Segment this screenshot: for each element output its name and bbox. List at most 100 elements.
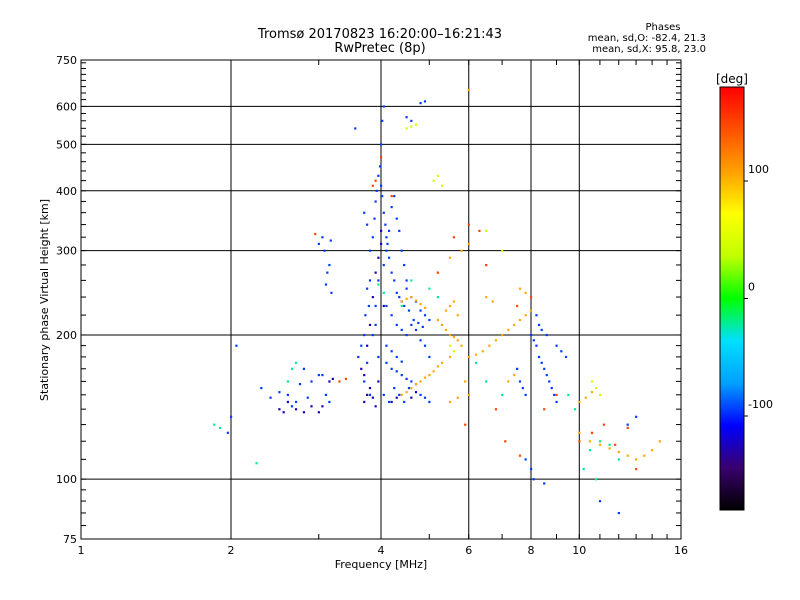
data-point: [524, 314, 527, 317]
data-point: [578, 400, 581, 404]
data-point: [385, 344, 388, 347]
data-point: [414, 299, 418, 302]
data-point: [428, 355, 431, 359]
data-point: [584, 396, 587, 399]
phase-line-o: mean, sd,O: -82.4, 21.3: [587, 33, 706, 44]
data-point: [286, 393, 289, 397]
data-point: [524, 393, 527, 397]
data-point: [374, 271, 377, 274]
x-axis-ticks: 1 2 4 6 8 10 16: [78, 60, 688, 557]
data-point: [578, 440, 581, 443]
data-point: [357, 355, 360, 359]
data-point: [260, 386, 263, 390]
data-point: [456, 396, 459, 399]
data-point: [400, 300, 403, 303]
data-point: [310, 405, 313, 408]
y-tick-label: 100: [56, 473, 77, 486]
data-point: [494, 408, 498, 411]
data-point: [368, 393, 372, 397]
data-point: [444, 328, 448, 332]
data-point: [375, 189, 378, 192]
data-point: [386, 242, 389, 245]
data-point: [398, 229, 401, 232]
data-point: [436, 365, 439, 368]
data-point: [405, 279, 408, 282]
data-point: [278, 391, 281, 394]
data-point: [290, 367, 294, 370]
data-point: [423, 306, 427, 309]
data-point: [235, 344, 238, 347]
data-point: [485, 229, 488, 232]
data-point: [321, 236, 324, 239]
data-point: [390, 400, 393, 404]
data-point: [317, 411, 320, 414]
data-point: [382, 105, 385, 108]
data-point: [507, 380, 510, 383]
data-point: [467, 355, 470, 359]
data-point: [390, 350, 393, 353]
data-point: [371, 236, 374, 239]
data-point: [545, 333, 548, 337]
data-point: [608, 447, 611, 450]
data-point: [385, 249, 388, 252]
data-point: [398, 296, 401, 299]
data-point: [363, 400, 366, 404]
data-point: [550, 386, 553, 390]
data-point: [478, 229, 481, 232]
data-point: [614, 443, 617, 446]
data-point: [537, 323, 541, 327]
data-point: [400, 249, 403, 252]
data-point: [410, 279, 413, 282]
data-point: [530, 333, 533, 337]
data-point: [395, 217, 398, 220]
chart-title-line1: Tromsø 20170823 16:20:00–16:21:43: [257, 27, 503, 42]
data-point: [467, 242, 470, 245]
data-point: [452, 336, 456, 339]
data-point: [491, 300, 494, 303]
x-tick-label: 6: [465, 544, 472, 557]
data-point: [366, 344, 369, 347]
colorbar-tick-label: 0: [748, 281, 755, 294]
data-point: [440, 361, 444, 364]
data-point: [467, 88, 470, 91]
data-point: [385, 304, 388, 308]
data-point: [371, 296, 374, 299]
data-point: [314, 232, 317, 236]
data-point: [255, 462, 258, 465]
data-point: [518, 287, 522, 290]
data-point: [286, 400, 289, 404]
data-point: [518, 380, 522, 383]
data-point: [598, 443, 602, 446]
data-point: [381, 119, 384, 122]
data-point: [382, 263, 385, 267]
data-point: [367, 304, 370, 308]
data-point: [374, 179, 377, 182]
data-point: [282, 411, 285, 414]
data-point: [452, 300, 456, 303]
data-point: [414, 382, 418, 386]
data-point: [360, 367, 363, 370]
data-point: [417, 321, 420, 325]
data-point: [384, 223, 387, 226]
data-point: [524, 291, 527, 294]
data-point: [617, 511, 620, 515]
data-point: [407, 309, 411, 312]
data-point: [390, 205, 393, 209]
data-point: [516, 367, 519, 370]
data-point: [321, 405, 324, 408]
data-point: [436, 271, 439, 274]
data-point: [368, 323, 372, 327]
data-point: [317, 373, 320, 377]
data-point: [626, 454, 629, 457]
data-point: [371, 396, 374, 399]
data-point: [501, 333, 504, 337]
data-point: [328, 400, 331, 404]
data-point: [460, 344, 463, 347]
data-point: [423, 376, 427, 379]
data-point: [617, 458, 620, 461]
data-point: [374, 304, 377, 308]
data-point: [448, 304, 452, 308]
data-point: [578, 431, 581, 434]
data-point: [398, 393, 401, 397]
data-point: [643, 454, 646, 457]
